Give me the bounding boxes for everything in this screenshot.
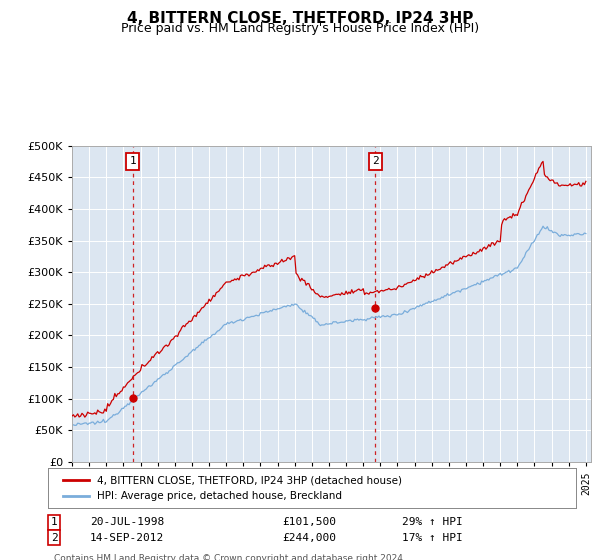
- Text: Price paid vs. HM Land Registry's House Price Index (HPI): Price paid vs. HM Land Registry's House …: [121, 22, 479, 35]
- Text: 1: 1: [129, 156, 136, 166]
- Text: 29% ↑ HPI: 29% ↑ HPI: [402, 517, 463, 528]
- Text: 2: 2: [372, 156, 379, 166]
- Text: 20-JUL-1998: 20-JUL-1998: [90, 517, 164, 528]
- Text: 14-SEP-2012: 14-SEP-2012: [90, 533, 164, 543]
- Text: Contains HM Land Registry data © Crown copyright and database right 2024.
This d: Contains HM Land Registry data © Crown c…: [54, 554, 406, 560]
- Text: £244,000: £244,000: [282, 533, 336, 543]
- Text: 2: 2: [50, 533, 58, 543]
- Text: £101,500: £101,500: [282, 517, 336, 528]
- Text: 1: 1: [50, 517, 58, 528]
- Text: 17% ↑ HPI: 17% ↑ HPI: [402, 533, 463, 543]
- Legend: 4, BITTERN CLOSE, THETFORD, IP24 3HP (detached house), HPI: Average price, detac: 4, BITTERN CLOSE, THETFORD, IP24 3HP (de…: [58, 472, 406, 505]
- Text: 4, BITTERN CLOSE, THETFORD, IP24 3HP: 4, BITTERN CLOSE, THETFORD, IP24 3HP: [127, 11, 473, 26]
